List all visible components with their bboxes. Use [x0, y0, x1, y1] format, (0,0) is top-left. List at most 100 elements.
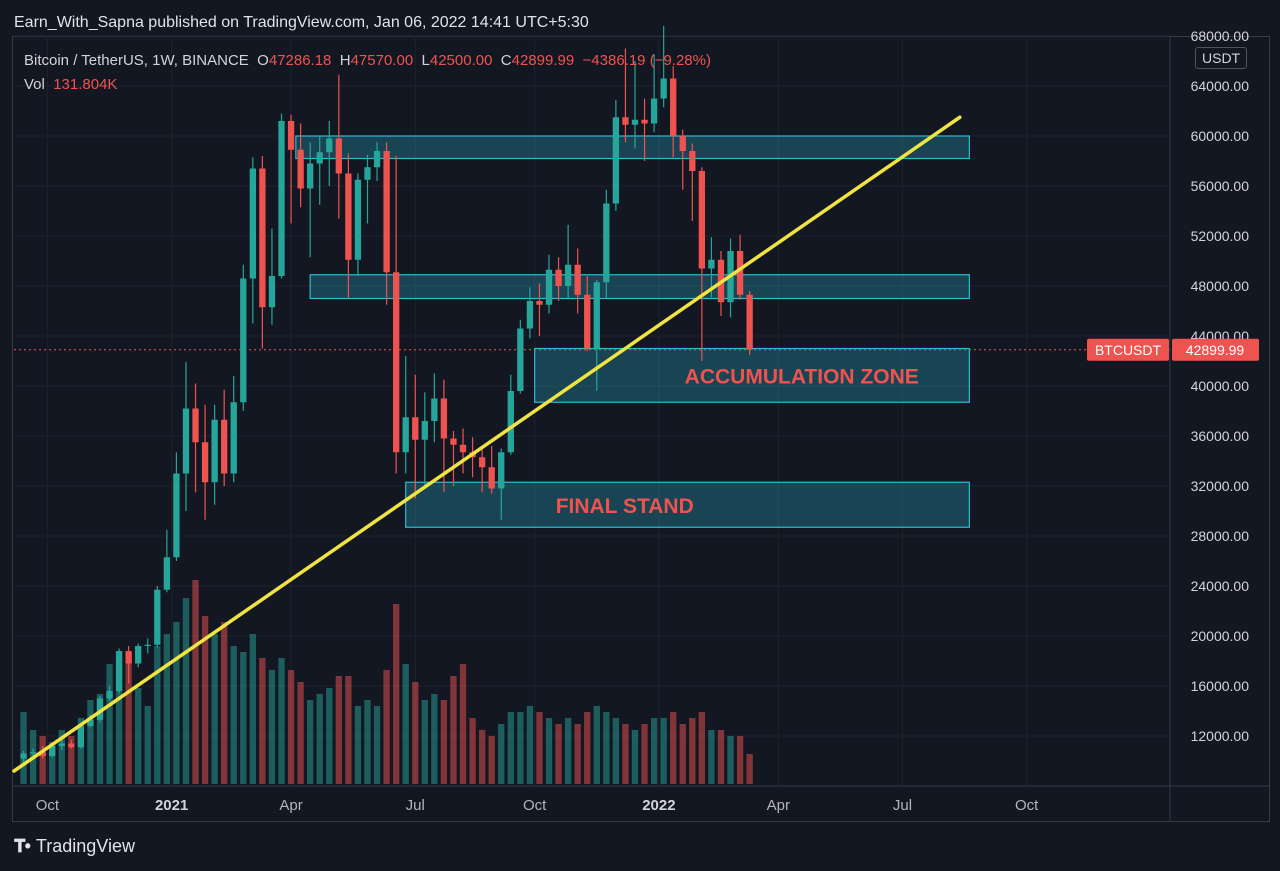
volume-bar — [545, 718, 553, 784]
volume-bar — [287, 670, 295, 784]
candle-body — [517, 328, 524, 391]
time-tick-label: 2022 — [642, 797, 675, 814]
candle-body — [49, 746, 56, 756]
price-tick-label: 20000.00 — [1191, 628, 1250, 644]
volume-legend: Vol 131.804K — [24, 76, 117, 93]
trend-line[interactable] — [12, 115, 962, 773]
high-label: H — [339, 52, 351, 69]
volume-bar — [670, 712, 677, 784]
volume-bar — [717, 730, 725, 784]
candle-body — [478, 457, 486, 468]
price-tick-label: 16000.00 — [1191, 678, 1250, 694]
zone-box — [309, 274, 970, 300]
candle-body — [29, 752, 37, 754]
time-tick-label: Apr — [279, 797, 302, 814]
volume-bar — [440, 700, 448, 784]
zone-box — [534, 347, 970, 403]
volume-bar — [450, 676, 457, 784]
candle-body — [345, 173, 352, 260]
zone-label: FINAL STAND — [556, 495, 694, 518]
volume-bar — [221, 622, 228, 784]
volume-bar — [574, 724, 581, 784]
volume-bar — [192, 580, 199, 784]
volume-bar — [87, 700, 94, 784]
candle-body — [679, 136, 686, 151]
candle-body — [39, 752, 46, 756]
candle-body — [307, 163, 314, 189]
candle-body — [144, 644, 151, 646]
volume-label: Vol — [24, 76, 45, 93]
volume-bar — [211, 634, 218, 784]
candle-body — [450, 438, 457, 445]
volume-bar — [459, 664, 467, 784]
volume-bar — [660, 718, 667, 784]
candle-body — [507, 391, 514, 453]
candle-body — [115, 651, 123, 691]
candle-body — [192, 408, 199, 443]
tradingview-logo[interactable]: 𝐓• TradingView — [14, 836, 135, 857]
volume-bar — [278, 658, 285, 784]
volume-bar — [240, 652, 247, 784]
candle-body — [736, 251, 744, 295]
volume-bar — [173, 622, 180, 784]
candle-body — [650, 98, 658, 124]
volume-bar — [154, 646, 161, 784]
candle-body — [201, 442, 209, 483]
volume-bar — [259, 658, 266, 784]
volume-bar — [498, 724, 505, 784]
volume-bar — [316, 694, 323, 784]
candle-body — [593, 282, 600, 349]
price-tick-label: 32000.00 — [1191, 478, 1250, 494]
zone-label: ACCUMULATION ZONE — [685, 365, 919, 388]
candle-body — [230, 402, 237, 474]
volume-bar — [736, 736, 744, 784]
volume-bar — [58, 730, 65, 784]
candle-body — [268, 276, 276, 308]
symbol-tag: BTCUSDT — [1095, 342, 1162, 358]
volume-bar — [249, 634, 256, 784]
volume-bar — [106, 664, 113, 784]
volume-bar — [689, 718, 696, 784]
candle-body — [555, 269, 562, 286]
candle-body — [163, 557, 171, 590]
volume-bar — [746, 754, 753, 784]
candle-body — [364, 167, 371, 180]
volume-bar — [641, 724, 648, 784]
symbol-price-tag: BTCUSDT 42899.99 — [1087, 338, 1259, 361]
volume-bar — [727, 736, 734, 784]
volume-bar — [268, 670, 276, 784]
volume-bar — [698, 712, 706, 784]
volume-bar — [373, 706, 381, 784]
volume-bar — [96, 694, 104, 784]
candle-body — [564, 264, 572, 286]
time-axis[interactable]: Oct 2021 Apr Jul Oct 2022 Apr Jul Oct — [36, 797, 1039, 814]
volume-bar — [708, 730, 715, 784]
volume-bar — [20, 712, 27, 784]
candle-body — [135, 646, 142, 664]
candle-body — [612, 117, 620, 204]
price-tick-label: 52000.00 — [1191, 228, 1250, 244]
candle-body — [526, 301, 534, 329]
candle-body — [278, 121, 285, 276]
price-axis[interactable]: 12000.00 16000.00 20000.00 24000.00 28000.00… — [1191, 28, 1250, 744]
zone-box — [405, 481, 970, 528]
candle-body — [670, 78, 677, 136]
currency-badge[interactable]: USDT — [1195, 47, 1248, 69]
ohlc-legend: Bitcoin / TetherUS, 1W, BINANCE O47286.1… — [24, 52, 711, 69]
change-value: −4386.19 (−9.28%) — [582, 52, 711, 69]
candle-body — [287, 121, 295, 150]
open-label: O — [257, 52, 269, 69]
volume-bar — [536, 712, 543, 784]
volume-bar — [421, 700, 428, 784]
volume-bar — [144, 706, 151, 784]
candle-body — [689, 151, 696, 171]
volume-bar — [488, 736, 495, 784]
candle-body — [125, 651, 132, 664]
candle-body — [584, 294, 591, 349]
time-tick-label: Oct — [1015, 797, 1039, 814]
candle-body — [574, 264, 581, 295]
symbol-description[interactable]: Bitcoin / TetherUS, 1W, BINANCE — [24, 52, 249, 69]
volume-bar — [201, 616, 209, 784]
volume-bar — [507, 712, 514, 784]
